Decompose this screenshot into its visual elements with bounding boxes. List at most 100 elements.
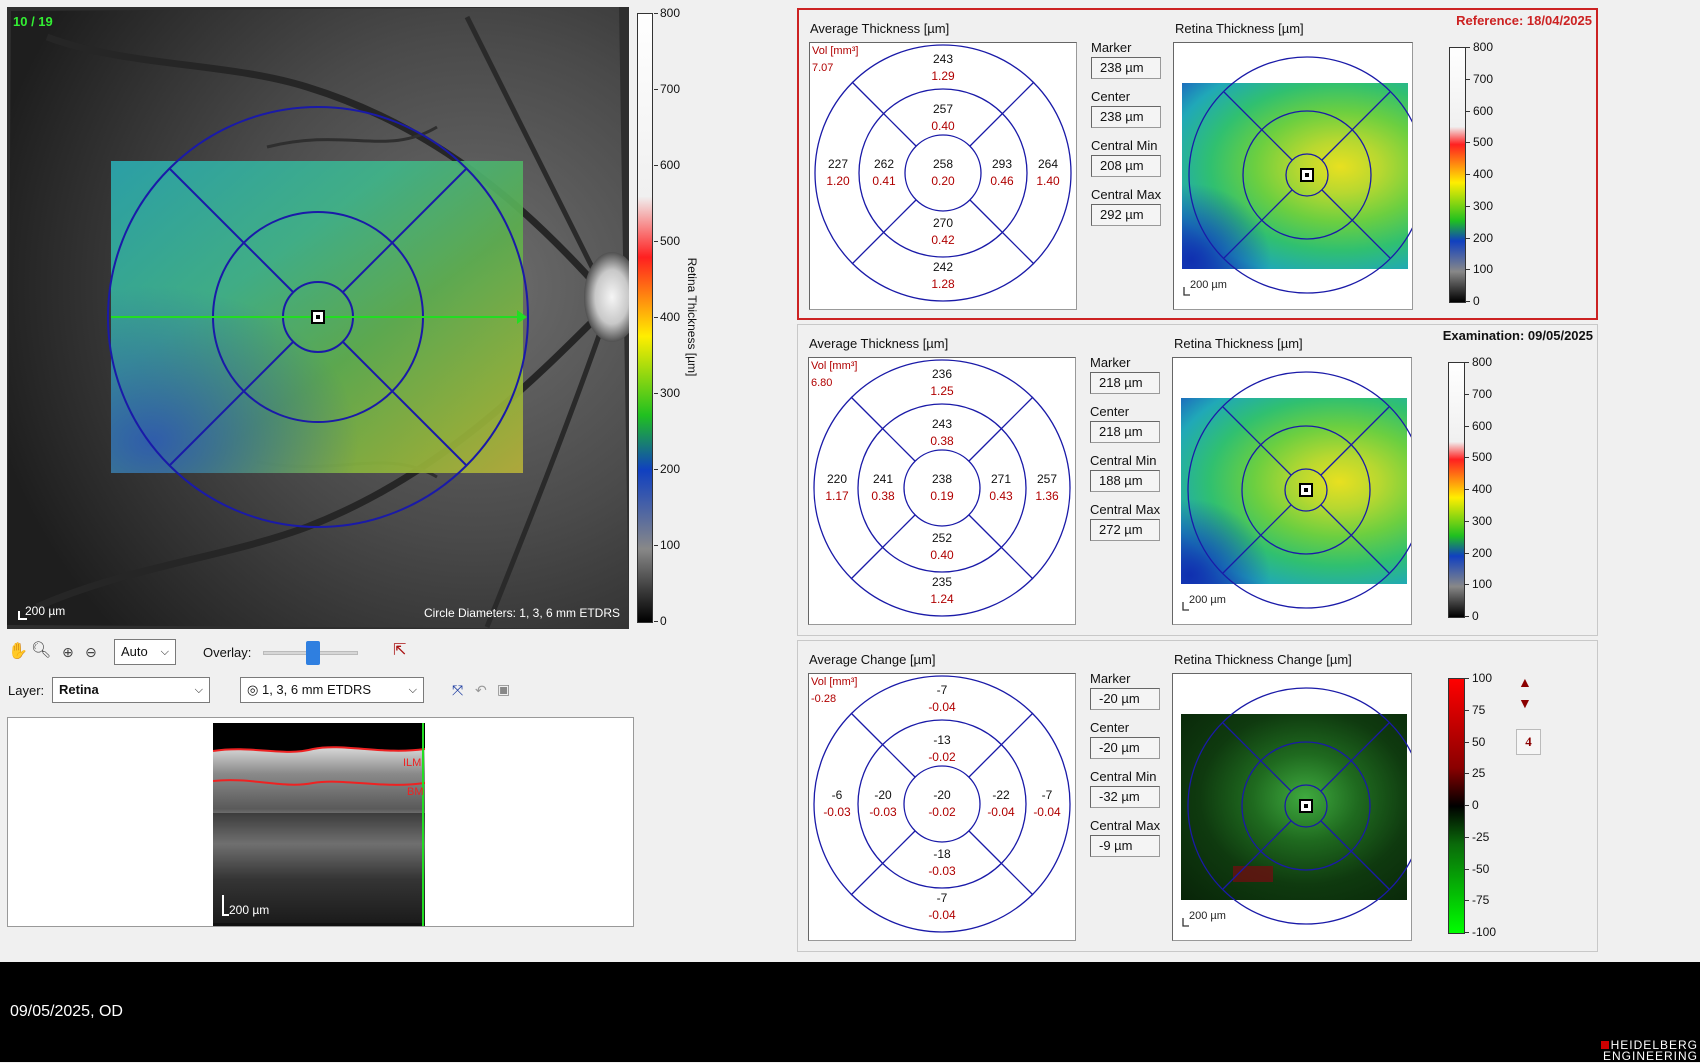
sector-thickness: 271 <box>990 472 1012 486</box>
logo-line2: ENGINEERING <box>1602 1049 1698 1063</box>
overlay-label: Overlay: <box>203 645 252 660</box>
examination-colorbar-tick: 200 <box>1472 545 1493 560</box>
change-central-max-label: Central Max <box>1090 818 1161 833</box>
reference-central-min-label: Central Min <box>1091 138 1158 153</box>
fundus-colorbar-tick-line <box>654 393 658 394</box>
sector-thickness: 262 <box>873 157 895 171</box>
reference-sector-inner-left: 262 0.41 <box>861 156 907 190</box>
overlay-slider[interactable] <box>263 641 358 665</box>
ilm-label: ILM <box>403 757 422 769</box>
zoom-select[interactable]: Auto ⌵ <box>114 639 176 665</box>
magnifier-icon[interactable]: 🔍︎ <box>31 642 52 659</box>
change-vol-value: -0.28 <box>811 693 837 705</box>
hand-icon[interactable]: ✋ <box>8 643 28 660</box>
fundus-colorbar-tick-line <box>654 165 658 166</box>
zoom-out-icon[interactable]: ⊖ <box>85 644 97 660</box>
arrow-down-icon[interactable]: ▼ <box>1518 695 1532 711</box>
sector-volume: 0.43 <box>989 489 1013 503</box>
fundus-colorbar-tick-line <box>654 317 658 318</box>
fundus-colorbar-tick: 200 <box>660 462 681 476</box>
reference-sector-center: 258 0.20 <box>920 156 966 190</box>
examination-colorbar-tick-line <box>1465 362 1469 363</box>
change-grid-title: Average Change [µm] <box>809 652 936 667</box>
reference-sector-outer-bottom: 242 1.28 <box>920 259 966 293</box>
sector-thickness: -6 <box>831 788 843 802</box>
change-thickness-map[interactable]: 200 µm <box>1172 673 1412 941</box>
reference-etdrs-grid[interactable]: Vol [mm³] 7.07 243 1.29 257 0.40 227 1.20 262 0.4… <box>809 42 1077 310</box>
change-vol: Vol [mm³] -0.28 <box>811 674 857 708</box>
overlay-slider-thumb[interactable] <box>306 641 321 665</box>
examination-panel: Examination: 09/05/2025 Average Thickness… <box>797 324 1598 636</box>
image-counter: 10 / 19 <box>13 14 53 29</box>
sector-volume: 1.25 <box>930 384 954 398</box>
fundus-colorbar-tick: 300 <box>660 386 681 400</box>
reference-central-max-value: 292 µm <box>1091 204 1161 226</box>
change-sector-inner-bottom: -18 -0.03 <box>919 846 965 880</box>
examination-colorbar-tick: 600 <box>1472 418 1493 433</box>
change-central-min-label: Central Min <box>1090 769 1157 784</box>
reference-header: Reference: 18/04/2025 <box>1456 13 1592 28</box>
step-value-box[interactable]: 4 <box>1516 729 1541 755</box>
examination-map-scale: 200 µm <box>1189 594 1226 606</box>
examination-sector-inner-left: 241 0.38 <box>860 471 906 505</box>
change-colorbar-tick-line <box>1465 805 1469 806</box>
reference-colorbar-tick: 500 <box>1473 135 1494 150</box>
examination-colorbar-tick-line <box>1465 584 1469 586</box>
change-colorbar-tick: 25 <box>1472 766 1486 781</box>
sector-thickness: 243 <box>932 52 954 66</box>
examination-etdrs-grid[interactable]: Vol [mm³] 6.80 236 1.25 243 0.38 220 1.17 241 0.3… <box>808 357 1076 625</box>
change-etdrs-grid[interactable]: Vol [mm³] -0.28 -7 -0.04 -13 -0.02 -6 -0.03 -20-… <box>808 673 1076 941</box>
bscan-panel[interactable]: ILM BM 200 µm <box>7 717 634 927</box>
bm-label: BM <box>407 786 424 798</box>
change-sector-outer-left: -6 -0.03 <box>814 787 860 821</box>
circle-diameters-label: Circle Diameters: 1, 3, 6 mm ETDRS <box>423 606 620 620</box>
grid-select[interactable]: ◎ 1, 3, 6 mm ETDRS ⌵ <box>240 677 424 703</box>
fit-icon[interactable]: ⤧ <box>452 682 464 698</box>
change-map-red-patch <box>1233 866 1273 882</box>
reference-sector-inner-bottom: 270 0.42 <box>920 215 966 249</box>
reference-colorbar-tick-line <box>1466 237 1470 239</box>
reference-center-label: Center <box>1091 89 1131 104</box>
undo-icon[interactable]: ↶ <box>475 682 487 698</box>
change-colorbar-tick-line <box>1465 678 1469 679</box>
sector-thickness: 235 <box>931 575 953 589</box>
sector-volume: 1.24 <box>930 592 954 606</box>
examination-grid-title: Average Thickness [µm] <box>809 336 949 351</box>
change-colorbar-tick-line <box>1465 773 1469 775</box>
sector-thickness: 257 <box>932 102 954 116</box>
examination-colorbar-tick-line <box>1465 457 1469 459</box>
fundus-colorbar-tick: 100 <box>660 538 681 552</box>
examination-sector-outer-top: 236 1.25 <box>919 366 965 400</box>
sector-thickness: 243 <box>931 417 953 431</box>
examination-marker-label: Marker <box>1090 355 1131 370</box>
reference-thickness-map[interactable]: 200 µm <box>1173 42 1413 310</box>
sector-thickness: 258 <box>932 157 954 171</box>
change-colorbar-tick-line <box>1465 900 1469 902</box>
change-colorbar-tick-line <box>1465 709 1469 711</box>
sector-volume: -0.03 <box>928 864 956 878</box>
sector-thickness: 220 <box>826 472 848 486</box>
status-bar: 09/05/2025, OD HEIDELBERG ENGINEERING <box>0 962 1700 1062</box>
fundus-image[interactable]: 10 / 19 200 µm Circle Diameters: 1, 3, 6… <box>7 7 629 629</box>
examination-thickness-map[interactable]: 200 µm <box>1172 357 1412 625</box>
fundus-colorbar-tick: 700 <box>660 82 681 96</box>
reference-colorbar-tick-line <box>1466 78 1470 80</box>
sector-thickness: 238 <box>931 472 953 486</box>
arrow-up-icon[interactable]: ▲ <box>1518 674 1532 690</box>
chevron-down-icon: ⌵ <box>194 684 203 696</box>
save-icon[interactable]: ▣ <box>497 681 511 697</box>
change-colorbar-tick: -50 <box>1472 861 1490 876</box>
pointer-icon[interactable]: ⇱ <box>393 642 407 659</box>
reference-colorbar-tick-line <box>1466 110 1470 112</box>
zoom-in-icon[interactable]: ⊕ <box>62 644 74 660</box>
step-value: 4 <box>1525 734 1532 749</box>
layer-select[interactable]: Retina ⌵ <box>52 677 210 703</box>
examination-vol: Vol [mm³] 6.80 <box>811 358 857 392</box>
sector-thickness: 241 <box>872 472 894 486</box>
reference-central-min-value: 208 µm <box>1091 155 1161 177</box>
examination-central-min-label: Central Min <box>1090 453 1157 468</box>
examination-marker-value: 218 µm <box>1090 372 1160 394</box>
fundus-colorbar-tick: 500 <box>660 234 681 248</box>
change-center-value: -20 µm <box>1090 737 1160 759</box>
change-colorbar-tick: 0 <box>1472 798 1479 812</box>
